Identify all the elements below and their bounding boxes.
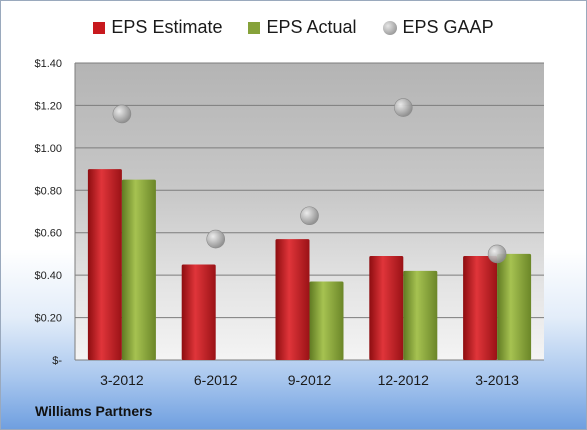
- y-tick-label: $1.20: [34, 100, 62, 112]
- legend-swatch-estimate: [93, 21, 106, 34]
- bar-eps-estimate: [463, 256, 498, 360]
- y-tick-label: $0.20: [34, 313, 62, 325]
- bar-eps-actual: [309, 281, 344, 360]
- point-eps-gaap: [206, 229, 225, 249]
- bar-eps-estimate: [87, 169, 122, 360]
- legend-label-actual: EPS Actual: [266, 17, 357, 37]
- point-eps-gaap: [300, 206, 319, 226]
- point-eps-gaap: [393, 98, 413, 117]
- point-eps-gaap: [487, 244, 507, 264]
- legend-swatch-gaap: [382, 20, 397, 35]
- x-tick-label: 6-2012: [194, 372, 238, 388]
- x-tick-label: 3-2012: [100, 372, 144, 388]
- bar-eps-actual: [121, 179, 156, 360]
- x-tick-label: 3-2013: [475, 372, 519, 388]
- y-tick-label: $0.60: [34, 228, 62, 240]
- legend-item-estimate: EPS Estimate: [93, 17, 222, 38]
- bar-eps-actual: [497, 253, 532, 360]
- legend-label-estimate: EPS Estimate: [111, 17, 223, 37]
- legend-item-gaap: EPS GAAP: [382, 17, 494, 38]
- bar-eps-estimate: [369, 256, 404, 360]
- company-name: Williams Partners: [35, 403, 153, 419]
- y-tick-label: $1.40: [34, 58, 62, 70]
- legend-label-gaap: EPS GAAP: [402, 17, 494, 37]
- y-tick-label: $1.00: [34, 143, 62, 155]
- legend-item-actual: EPS Actual: [248, 17, 357, 38]
- x-tick-label: 9-2012: [288, 372, 332, 388]
- y-tick-label: $0.40: [34, 270, 62, 282]
- point-eps-gaap: [112, 104, 132, 124]
- legend-swatch-actual: [248, 21, 261, 34]
- bar-eps-estimate: [275, 239, 310, 360]
- y-tick-label: $0.80: [34, 185, 62, 197]
- x-tick-label: 12-2012: [378, 372, 430, 388]
- bar-eps-estimate: [181, 264, 216, 360]
- legend: EPS Estimate EPS Actual EPS GAAP: [1, 17, 586, 38]
- bar-eps-actual: [403, 270, 438, 360]
- y-tick-label: $-: [52, 355, 62, 367]
